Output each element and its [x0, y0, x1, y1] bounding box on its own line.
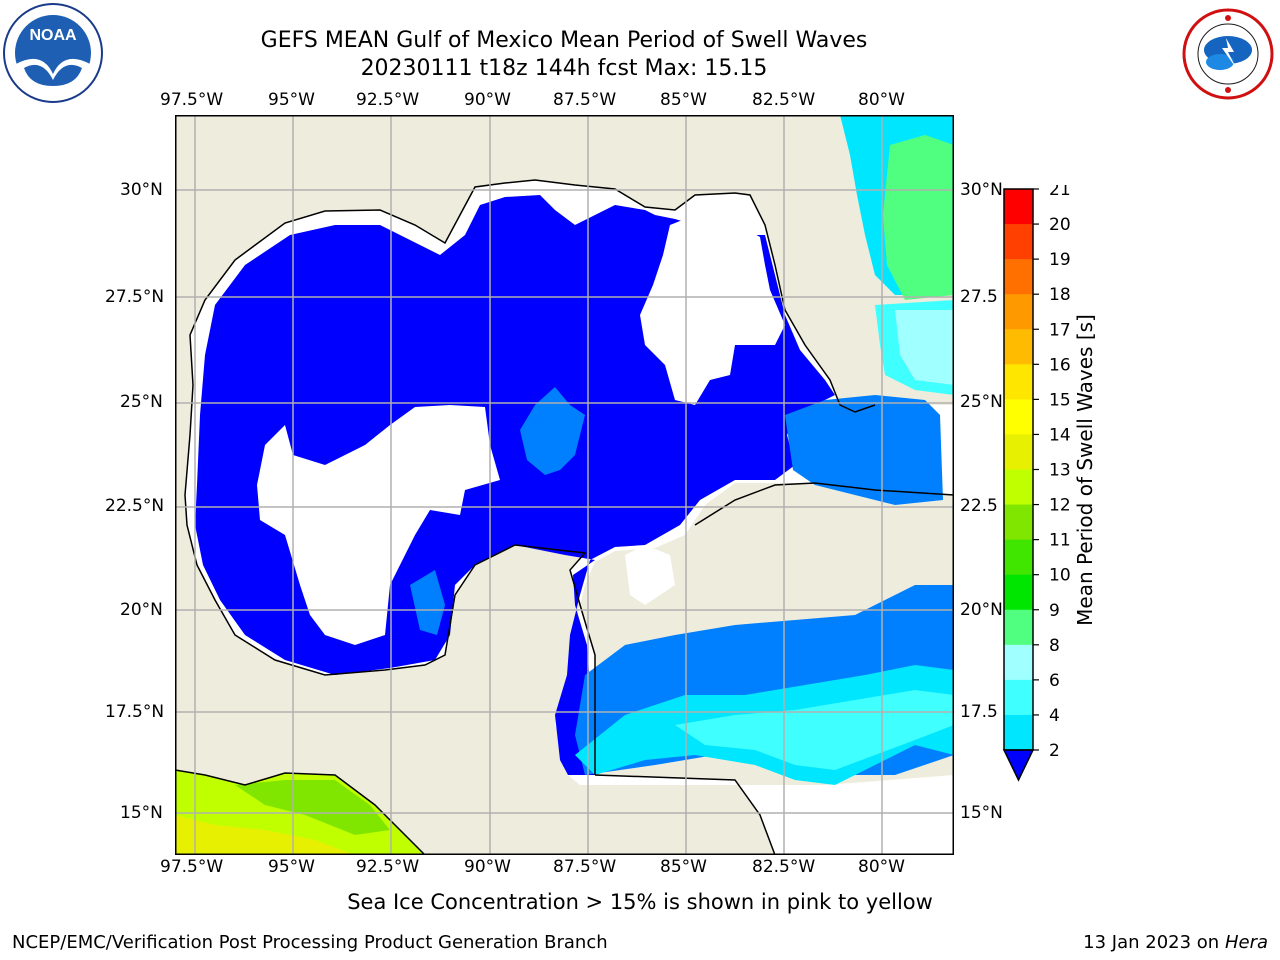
map-frame — [175, 115, 954, 855]
footer-date: 13 Jan 2023 on — [1083, 932, 1225, 953]
colorbar-tick-label: 20 — [1049, 215, 1071, 235]
sea-ice-note: Sea Ice Concentration > 15% is shown in … — [0, 890, 1280, 914]
lon-label-top: 90°W — [464, 90, 511, 110]
lat-label-right: 20°N — [960, 600, 1003, 620]
lat-label-right: 15°N — [960, 803, 1003, 823]
colorbar-tick-label: 14 — [1049, 425, 1071, 445]
colorbar-segment — [1004, 259, 1033, 295]
swell-contour-mid-central — [520, 387, 585, 475]
colorbar-segment — [1004, 574, 1033, 611]
lon-label-bottom: 80°W — [858, 857, 905, 877]
swell-contour-green-bahamas — [895, 310, 954, 385]
colorbar-segment — [1004, 434, 1033, 470]
pacific-swell-area-green — [235, 780, 390, 835]
colorbar-segment — [1004, 714, 1033, 751]
colorbar-segment — [1004, 469, 1033, 506]
colorbar-segment — [1004, 189, 1033, 225]
colorbar-segment — [1004, 539, 1033, 576]
colorbar-tick-label: 4 — [1049, 706, 1060, 726]
coastline — [184, 179, 876, 496]
colorbar-segment — [1004, 399, 1033, 435]
swell-contour-mid-west — [410, 570, 445, 635]
colorbar-tick-label: 21 — [1049, 185, 1071, 200]
lon-label-top: 92.5°W — [356, 90, 420, 110]
lon-label-top: 85°W — [660, 90, 707, 110]
pacific-swell-area-yellow — [175, 815, 355, 855]
colorbar-tick-label: 10 — [1049, 566, 1071, 586]
colorbar-tick-label: 19 — [1049, 250, 1071, 270]
lon-label-bottom: 82.5°W — [752, 857, 816, 877]
coastline-cuba — [694, 482, 954, 526]
colorbar-extend-triangle — [1002, 749, 1035, 782]
no-swell-patch-yucatan — [625, 545, 675, 605]
lon-label-bottom: 97.5°W — [160, 857, 224, 877]
coastline-mexico — [184, 494, 596, 775]
colorbar-segment — [1004, 224, 1033, 260]
colorbar-segment — [1004, 329, 1033, 365]
lon-label-top: 80°W — [858, 90, 905, 110]
lon-label-bottom: 87.5°W — [553, 857, 617, 877]
colorbar-tick-label: 12 — [1049, 496, 1071, 516]
lat-label-left: 25°N — [120, 392, 163, 412]
coastline-central-america — [175, 769, 426, 855]
no-swell-patch-east — [640, 215, 785, 405]
lat-label-left: 20°N — [120, 600, 163, 620]
lon-label-bottom: 90°W — [464, 857, 511, 877]
colorbar-segment — [1004, 504, 1033, 541]
lat-label-right: 22.5 — [960, 496, 998, 516]
footer-machine: Hera — [1224, 932, 1268, 953]
no-swell-patch-west — [257, 405, 500, 645]
chart-subtitle: 20230111 t18z 144h fcst Max: 15.15 — [360, 56, 768, 81]
lon-label-bottom: 95°W — [268, 857, 315, 877]
colorbar: 2 4 6 8 9 10 11 12 13 14 15 16 17 18 19 20 21 — [1002, 185, 1071, 782]
colorbar-tick-label: 2 — [1049, 741, 1060, 761]
footer-credit: NCEP/EMC/Verification Post Processing Pr… — [12, 932, 608, 953]
noaa-logo: NOAA — [3, 3, 103, 103]
colorbar-tick-label: 8 — [1049, 636, 1060, 656]
lat-label-left: 30°N — [120, 180, 163, 200]
colorbar-tick-label: 17 — [1049, 320, 1071, 340]
gridlines — [175, 115, 954, 855]
colorbar-segment — [1004, 364, 1033, 400]
colorbar-segments — [1002, 188, 1035, 782]
lat-label-right: 30°N — [960, 180, 1003, 200]
lat-label-right: 17.5 — [960, 702, 998, 722]
colorbar-tick-label: 13 — [1049, 461, 1071, 481]
swell-contour-green-atlantic — [883, 135, 954, 300]
noaa-logo-text: NOAA — [29, 27, 77, 44]
colorbar-segment — [1004, 294, 1033, 330]
swell-contour-mid-florida — [785, 395, 943, 505]
lon-label-top: 87.5°W — [553, 90, 617, 110]
lon-label-top: 82.5°W — [752, 90, 816, 110]
chart-title: GEFS MEAN Gulf of Mexico Mean Period of … — [260, 28, 868, 53]
colorbar-tick-label: 18 — [1049, 285, 1071, 305]
colorbar-segment — [1004, 644, 1033, 681]
sea-ice-note-text: Sea Ice Concentration > 15% is shown in … — [347, 890, 933, 914]
colorbar-label: Mean Period of Swell Waves [s] — [1073, 314, 1097, 626]
lat-label-right: 27.5 — [960, 287, 998, 307]
lon-label-top: 97.5°W — [160, 90, 224, 110]
lat-label-left: 17.5°N — [105, 702, 165, 722]
colorbar-ticks: 2 4 6 8 9 10 11 12 13 14 15 16 17 18 19 20 21 — [1033, 185, 1071, 761]
lon-label-top: 95°W — [268, 90, 315, 110]
colorbar-segment — [1004, 679, 1033, 716]
colorbar-tick-label: 15 — [1049, 390, 1071, 410]
lon-label-bottom: 85°W — [660, 857, 707, 877]
coastline-honduras — [594, 774, 776, 855]
lat-label-left: 27.5°N — [105, 287, 165, 307]
footer-timestamp: 13 Jan 2023 on Hera — [1083, 932, 1268, 953]
lat-label-left: 15°N — [120, 803, 163, 823]
colorbar-tick-label: 6 — [1049, 671, 1060, 691]
colorbar-tick-label: 9 — [1049, 601, 1060, 621]
map — [175, 115, 954, 855]
nws-logo — [1182, 8, 1274, 100]
lon-label-bottom: 92.5°W — [356, 857, 420, 877]
colorbar-tick-label: 16 — [1049, 355, 1071, 375]
lat-label-right: 25°N — [960, 392, 1003, 412]
colorbar-segment — [1004, 609, 1033, 646]
swell-contour-lightcyan — [675, 690, 954, 770]
colorbar-tick-label: 11 — [1049, 531, 1071, 551]
lat-label-left: 22.5°N — [105, 496, 165, 516]
